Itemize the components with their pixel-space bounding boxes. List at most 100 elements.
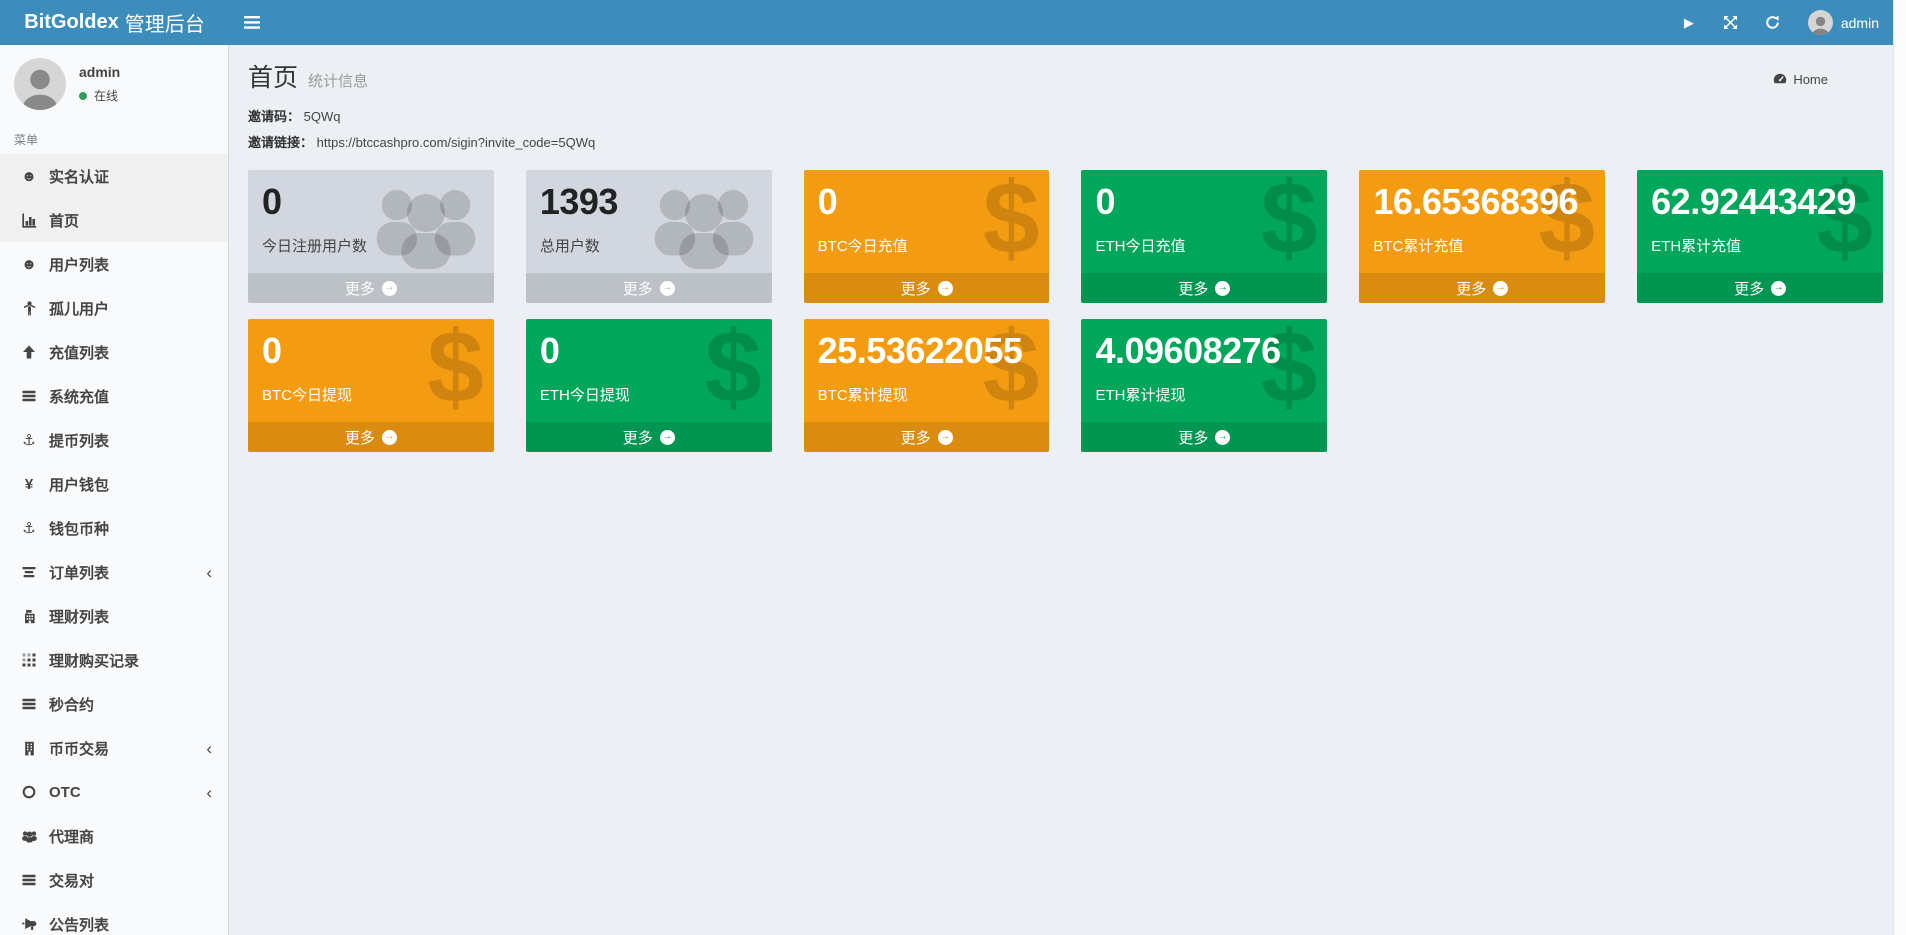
stat-label: ETH累计充值 [1651, 238, 1742, 256]
avatar [14, 58, 66, 110]
dashboard-icon [1774, 73, 1787, 84]
brand-suffix: 管理后台 [124, 14, 205, 36]
sidebar-item-orphan-users[interactable]: 孤儿用户 [0, 286, 228, 330]
page-scrollbar[interactable] [1893, 0, 1906, 935]
sidebar-menu: ☻ 实名认证 首页 ☻ 用户列表 孤儿用户 充值列表 [0, 154, 228, 935]
more-link[interactable]: 更多 → [248, 273, 494, 303]
invite-link-label: 邀请链接： [248, 135, 314, 150]
menu-section-label: 菜单 [14, 133, 39, 147]
more-link[interactable]: 更多 → [803, 422, 1050, 452]
more-link[interactable]: 更多 → [1637, 273, 1883, 303]
sidebar-item-wallet-coins[interactable]: ⚓ 钱包币种 [0, 506, 228, 550]
sidebar-item-label: 理财购买记录 [49, 652, 140, 670]
more-link[interactable]: 更多 → [803, 273, 1050, 303]
bar-chart-icon [18, 213, 40, 228]
sidebar-item-label: 币币交易 [49, 740, 110, 758]
arrow-right-circle-icon: → [381, 429, 397, 445]
user-menu[interactable]: admin [1794, 10, 1893, 35]
sidebar-item-user-wallet[interactable]: ¥ 用户钱包 [0, 462, 228, 506]
sidebar-item-withdraw-list[interactable]: ⚓ 提币列表 [0, 418, 228, 462]
sidebar-item-user-list[interactable]: ☻ 用户列表 [0, 242, 228, 286]
more-link[interactable]: 更多 → [248, 422, 494, 452]
stat-label: ETH今日充值 [1095, 238, 1186, 256]
fullscreen-button[interactable] [1710, 0, 1752, 45]
brand-logo[interactable]: BitGoldex 管理后台 [0, 0, 229, 45]
sidebar-item-label: 公告列表 [49, 916, 110, 934]
sidebar-item-coin-trade[interactable]: 币币交易 ‹ [0, 726, 228, 770]
sidebar-item-label: 钱包币种 [49, 520, 110, 538]
arrow-right-circle-icon: → [937, 429, 953, 445]
sidebar-item-home[interactable]: 首页 [0, 198, 228, 242]
arrow-up-icon [18, 345, 40, 359]
stat-value: 16.65368396 [1373, 181, 1579, 222]
stat-label: ETH累计提现 [1095, 387, 1186, 405]
page-title: 首页 [248, 64, 299, 92]
dollar-icon: $ [982, 319, 1040, 424]
top-navbar: BitGoldex 管理后台 ▶ admin [0, 0, 1893, 45]
online-dot-icon [79, 91, 87, 100]
stat-box-eth-today-withdraw: 0 ETH今日提现 $ 更多 → [525, 319, 772, 452]
more-link[interactable]: 更多 → [1359, 273, 1606, 303]
dollar-icon: $ [982, 170, 1040, 275]
sidebar-item-otc[interactable]: OTC ‹ [0, 770, 228, 814]
sidebar-item-second-contract[interactable]: 秒合约 [0, 682, 228, 726]
more-label: 更多 [1456, 280, 1487, 298]
invite-code-line: 邀请码： 5QWq [248, 106, 1883, 125]
more-link[interactable]: 更多 → [525, 273, 772, 303]
arrow-right-circle-icon: → [937, 280, 953, 296]
dollar-icon: $ [1260, 170, 1318, 275]
invite-link-value[interactable]: https://btccashpro.com/sigin?invite_code… [316, 135, 596, 150]
more-link[interactable]: 更多 → [525, 422, 772, 452]
sidebar-item-label: 孤儿用户 [49, 300, 110, 318]
more-label: 更多 [900, 280, 931, 298]
arrow-right-circle-icon: → [1215, 280, 1231, 296]
hamburger-icon [244, 16, 260, 29]
stat-value: 0 [262, 330, 282, 371]
user-circle-icon: ☻ [21, 255, 37, 273]
breadcrumb[interactable]: Home [1773, 72, 1883, 87]
sidebar-item-realname-auth[interactable]: ☻ 实名认证 [0, 154, 228, 198]
stat-label: BTC累计提现 [817, 387, 908, 405]
sidebar-item-system-deposit[interactable]: 系统充值 [0, 374, 228, 418]
main-content: 首页 统计信息 Home 邀请码： 5QWq 邀请链接： https://btc… [229, 45, 1893, 935]
stat-box-eth-today-deposit: 0 ETH今日充值 $ 更多 → [1081, 170, 1328, 303]
sidebar-item-agents[interactable]: 代理商 [0, 814, 228, 858]
sidebar-item-order-list[interactable]: 订单列表 ‹ [0, 550, 228, 594]
more-label: 更多 [900, 429, 931, 447]
more-label: 更多 [1734, 280, 1765, 298]
navbar-right: ▶ admin [1668, 0, 1893, 45]
sidebar-item-label: 提币列表 [49, 432, 110, 450]
more-label: 更多 [1178, 280, 1209, 298]
sidebar-toggle-button[interactable] [229, 0, 275, 45]
bars-icon [18, 389, 40, 403]
invite-link-line: 邀请链接： https://btccashpro.com/sigin?invit… [248, 132, 1883, 151]
stat-label: 总用户数 [539, 238, 600, 256]
refresh-icon [1766, 15, 1780, 29]
sidebar-item-wealth-list[interactable]: 理财列表 [0, 594, 228, 638]
breadcrumb-home: Home [1793, 72, 1828, 87]
invite-code-value: 5QWq [303, 109, 341, 124]
sidebar-item-announcement-list[interactable]: 公告列表 [0, 902, 228, 935]
avatar [1807, 10, 1833, 35]
sidebar-username: admin [79, 64, 121, 80]
anchor-icon: ⚓ [22, 432, 36, 449]
bars-icon [18, 873, 40, 887]
users-icon [648, 184, 760, 273]
stat-value: 0 [817, 181, 838, 222]
arrow-right-circle-icon: → [381, 280, 397, 296]
sidebar-item-label: 交易对 [49, 872, 95, 890]
play-button[interactable]: ▶ [1668, 0, 1710, 45]
sidebar-item-trading-pairs[interactable]: 交易对 [0, 858, 228, 902]
sidebar-item-wealth-purchase-records[interactable]: 理财购买记录 [0, 638, 228, 682]
more-link[interactable]: 更多 → [1081, 422, 1328, 452]
stat-box-btc-total-deposit: 16.65368396 BTC累计充值 $ 更多 → [1359, 170, 1606, 303]
anchor-icon: ⚓ [22, 520, 36, 537]
stat-value: 4.09608276 [1095, 330, 1281, 371]
refresh-button[interactable] [1752, 0, 1794, 45]
content-header: 首页 统计信息 Home [248, 58, 1883, 94]
sidebar-item-deposit-list[interactable]: 充值列表 [0, 330, 228, 374]
more-link[interactable]: 更多 → [1081, 273, 1328, 303]
dollar-icon: $ [704, 319, 762, 424]
chevron-left-icon: ‹ [206, 738, 212, 758]
stat-box-eth-total-withdraw: 4.09608276 ETH累计提现 $ 更多 → [1081, 319, 1328, 452]
